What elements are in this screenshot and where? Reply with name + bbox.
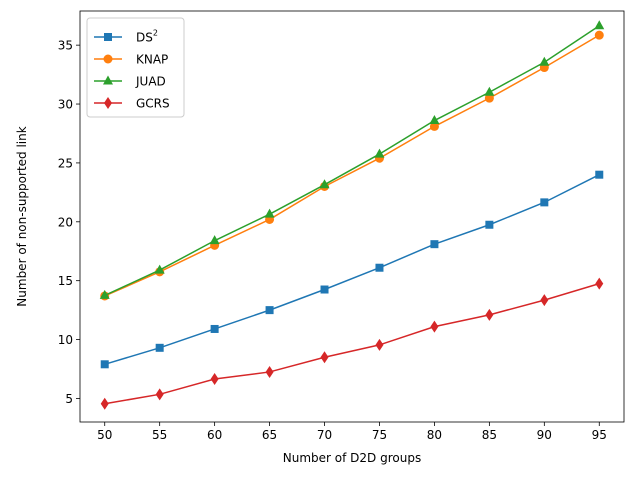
legend-label: JUAD [135, 75, 166, 89]
legend-item-knap: KNAP [94, 53, 168, 67]
data-point-knap-95 [594, 30, 604, 40]
data-point-gcrs-55 [155, 388, 164, 401]
data-point-gcrs-70 [320, 351, 329, 364]
data-point-gcrs-90 [540, 294, 549, 307]
legend-label-superscript: 2 [153, 29, 158, 38]
data-point-gcrs-85 [485, 308, 494, 321]
y-tick-label: 15 [58, 274, 73, 288]
data-point-gcrs-65 [265, 365, 274, 378]
data-point-juad-80 [429, 115, 440, 125]
data-point-juad-60 [209, 235, 220, 245]
y-tick-label: 35 [58, 39, 73, 53]
series-line-ds [104, 174, 600, 366]
x-tick-label: 70 [317, 428, 332, 442]
series-line-knap [104, 34, 600, 297]
x-tick-label: 80 [427, 428, 442, 442]
series-ds [100, 170, 604, 369]
series-line-juad [104, 25, 600, 297]
x-tick-label: 75 [372, 428, 387, 442]
y-tick-label: 10 [58, 333, 73, 347]
series-juad [99, 20, 605, 299]
data-point-ds-90 [540, 198, 549, 207]
legend-swatch-marker [103, 54, 113, 64]
data-point-ds-65 [265, 306, 274, 315]
data-point-gcrs-75 [375, 338, 384, 351]
data-point-juad-55 [154, 264, 165, 274]
legend-label: DS2 [136, 29, 158, 45]
data-point-gcrs-80 [430, 320, 439, 333]
data-point-ds-80 [430, 240, 439, 249]
legend-swatch-marker [103, 75, 113, 85]
data-point-ds-70 [320, 285, 329, 294]
data-point-juad-95 [594, 20, 605, 30]
data-point-knap-80 [429, 121, 439, 131]
legend-item-gcrs: GCRS [94, 97, 170, 111]
data-point-juad-50 [99, 289, 110, 299]
x-tick-label: 85 [482, 428, 497, 442]
x-tick-label: 60 [207, 428, 222, 442]
data-point-ds-50 [100, 360, 109, 369]
y-tick-label: 25 [58, 156, 73, 170]
x-tick-label: 90 [537, 428, 552, 442]
legend-swatch-marker [104, 97, 112, 109]
data-point-ds-85 [485, 220, 494, 229]
x-tick-label: 95 [592, 428, 607, 442]
x-tick-label: 65 [262, 428, 277, 442]
legend-swatch-marker [104, 33, 112, 41]
data-point-gcrs-95 [595, 277, 604, 290]
y-tick-label: 20 [58, 215, 73, 229]
legend-label: KNAP [136, 53, 168, 67]
y-tick-label: 30 [58, 98, 73, 112]
x-tick-label: 50 [97, 428, 112, 442]
data-point-ds-55 [155, 343, 164, 352]
x-tick-label: 55 [152, 428, 167, 442]
data-point-ds-75 [375, 263, 384, 272]
data-point-juad-75 [374, 148, 385, 158]
data-point-juad-65 [264, 208, 275, 218]
series-line-gcrs [104, 282, 600, 405]
legend-label: GCRS [136, 97, 170, 111]
x-axis-label: Number of D2D groups [283, 451, 421, 465]
plot-frame [79, 10, 625, 423]
data-point-ds-95 [595, 170, 604, 179]
data-point-juad-85 [484, 86, 495, 96]
data-point-juad-90 [539, 56, 550, 66]
y-tick-label: 5 [65, 392, 73, 406]
legend: DS2 KNAP JUAD GCRS [86, 17, 185, 118]
y-axis-label: Number of non-supported link [15, 126, 29, 306]
data-point-gcrs-60 [210, 373, 219, 386]
data-point-gcrs-50 [100, 397, 109, 410]
data-point-ds-60 [210, 324, 219, 333]
legend-item-ds: DS2 [94, 29, 158, 45]
legend-box [86, 17, 185, 118]
series-gcrs [100, 277, 604, 410]
legend-item-juad: JUAD [94, 75, 166, 89]
data-point-juad-70 [319, 179, 330, 189]
data-point-knap-85 [484, 93, 494, 103]
